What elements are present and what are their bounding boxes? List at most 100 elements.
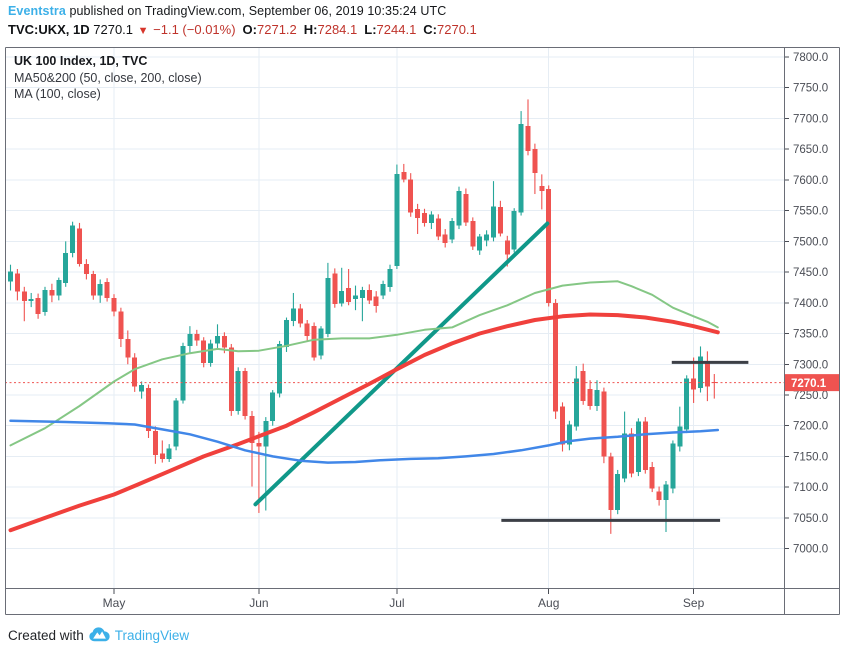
candle-54 [380, 283, 386, 296]
candle-85 [594, 390, 600, 407]
byline-text: published on TradingView.com, September … [65, 4, 447, 18]
candle-66 [463, 194, 469, 223]
price-chart[interactable]: 7000.0 7050.0 7100.0 7150.0 7200.0 7250.0 7300… [5, 47, 840, 615]
candle-13 [97, 283, 103, 296]
high-label: H: [303, 22, 318, 37]
candle-5 [42, 289, 48, 313]
candle-91 [635, 421, 641, 472]
candle-25 [180, 345, 186, 401]
candle-77 [539, 186, 545, 191]
arrow-down-icon: ▼ [137, 25, 149, 37]
month-label-Jun: Jun [249, 596, 268, 610]
month-label-Aug: Aug [538, 596, 559, 610]
month-label-Sep: Sep [683, 596, 705, 610]
candle-68 [477, 236, 483, 251]
candle-17 [125, 339, 131, 358]
candle-42 [297, 308, 303, 324]
candle-65 [456, 190, 462, 226]
candle-89 [622, 433, 628, 479]
created-with-text: Created with [8, 627, 84, 643]
price-tick-7000: 7000.0 [793, 544, 828, 556]
candle-76 [532, 149, 538, 174]
high-value: 7284.1 [317, 22, 358, 37]
candle-49 [346, 288, 352, 303]
candlestick-series [8, 99, 717, 534]
candle-52 [366, 289, 372, 301]
candle-92 [642, 421, 648, 470]
candle-41 [290, 308, 296, 322]
byline: Eventstra published on TradingView.com, … [8, 4, 768, 18]
candle-14 [104, 281, 110, 298]
candle-82 [573, 378, 579, 427]
candle-24 [173, 400, 179, 447]
candle-96 [670, 443, 676, 489]
price-axis[interactable]: 7000.0 7050.0 7100.0 7150.0 7200.0 7250.0 7300… [785, 52, 828, 556]
candle-44 [311, 326, 317, 358]
candle-38 [270, 392, 276, 421]
price-tick-7300: 7300.0 [793, 359, 828, 371]
candle-2 [21, 291, 27, 301]
legend-ma50-200: MA50&200 (50, close, 200, close) [14, 70, 202, 85]
candle-72 [504, 240, 510, 255]
trendline [253, 221, 550, 507]
candle-58 [408, 179, 414, 213]
level-lines [501, 360, 749, 522]
candle-29 [208, 343, 214, 364]
candle-1 [14, 273, 20, 292]
tradingview-brand-link[interactable]: TradingView [114, 627, 190, 643]
candle-74 [518, 123, 524, 213]
candle-9 [70, 225, 76, 254]
candle-86 [601, 391, 607, 457]
candle-71 [497, 206, 503, 234]
chart-legend: UK 100 Index, 1D, TVC MA50&200 (50, clos… [14, 53, 202, 103]
price-change: −1.1 (−0.01%) [153, 22, 236, 37]
legend-ma100: MA (100, close) [14, 87, 101, 101]
candle-60 [422, 213, 427, 223]
candle-70 [491, 206, 496, 238]
candle-59 [415, 208, 421, 218]
tradingview-logo-icon[interactable] [89, 627, 110, 645]
candle-98 [684, 378, 690, 430]
candle-94 [656, 491, 662, 501]
candle-55 [387, 269, 393, 287]
candle-36 [256, 442, 262, 447]
last-price-label: 7270.1 [785, 374, 839, 392]
price-tick-7150: 7150.0 [793, 451, 828, 463]
month-label-Jul: Jul [389, 596, 404, 610]
candle-102 [711, 381, 717, 383]
candle-61 [428, 214, 434, 223]
time-axis[interactable]: May Jun Jul Aug Sep [103, 589, 705, 610]
candle-46 [325, 278, 331, 335]
price-tick-7250: 7250.0 [793, 390, 828, 402]
candle-19 [139, 385, 145, 392]
price-tick-7050: 7050.0 [793, 513, 828, 525]
last-price-value: 7270.1 [93, 22, 134, 37]
candle-84 [587, 388, 593, 407]
price-tick-7350: 7350.0 [793, 329, 828, 341]
candle-87 [608, 456, 614, 510]
candle-40 [284, 320, 289, 348]
ma50-line [9, 280, 719, 447]
close-label: C: [423, 22, 438, 37]
candle-12 [90, 273, 96, 296]
candle-56 [394, 173, 400, 266]
price-tick-7550: 7550.0 [793, 206, 828, 218]
candle-7 [56, 280, 62, 296]
month-label-May: May [103, 596, 126, 610]
candle-23 [166, 448, 172, 459]
snapshot-header: Eventstra published on TradingView.com, … [8, 4, 768, 37]
candle-3 [28, 299, 34, 301]
candle-57 [401, 171, 407, 180]
candle-50 [353, 295, 358, 300]
price-tick-7650: 7650.0 [793, 144, 828, 156]
candle-69 [484, 234, 490, 241]
author-name: Eventstra [8, 4, 66, 18]
candle-16 [118, 311, 124, 340]
candle-95 [663, 484, 669, 501]
candle-99 [691, 378, 697, 390]
candle-31 [221, 335, 227, 348]
candle-22 [159, 453, 165, 459]
candle-97 [677, 426, 683, 447]
open-value: 7271.2 [257, 22, 297, 37]
